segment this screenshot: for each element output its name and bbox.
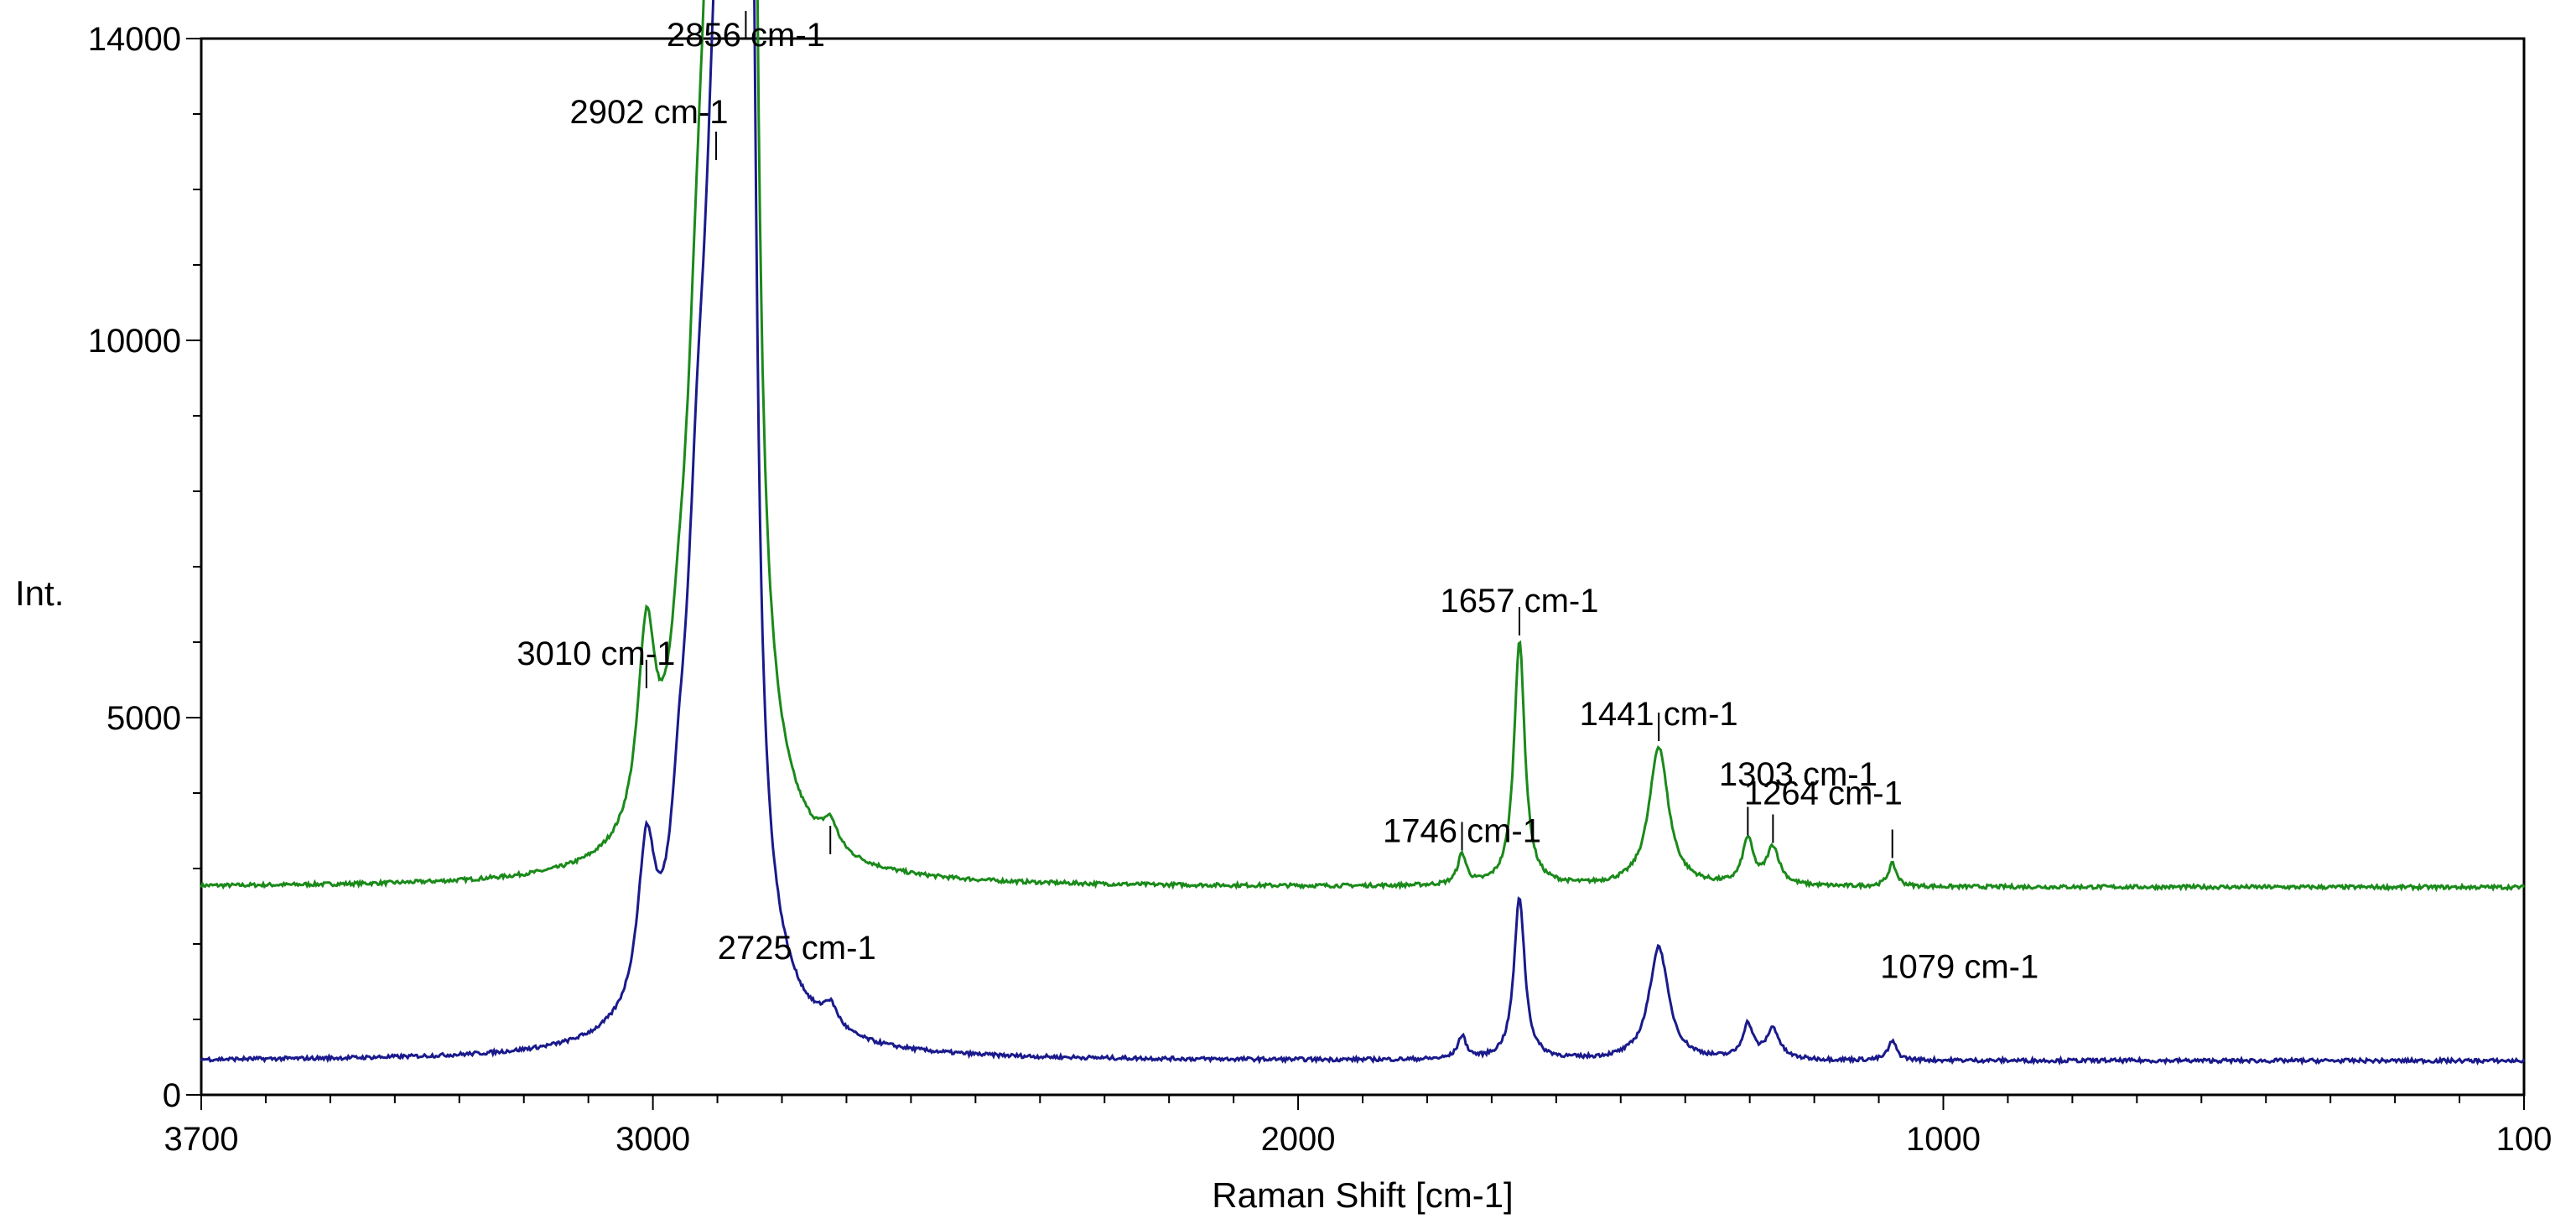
peak-annotation: 1746 cm-1: [1383, 813, 1541, 850]
plot-frame: [200, 37, 2526, 1097]
y-tick-label: 0: [163, 1077, 181, 1114]
x-axis-label: Raman Shift [cm-1]: [1212, 1175, 1513, 1215]
peak-marker-layer: [645, 11, 1893, 858]
x-tick-label: 3700: [164, 1121, 239, 1158]
peak-annotation: 3010 cm-1: [517, 635, 675, 672]
y-tick-label: 14000: [88, 21, 181, 58]
x-axis: 3700 3000 2000 1000 100: [164, 1095, 2553, 1158]
peak-annotation: 1264 cm-1: [1744, 775, 1903, 812]
peak-annotation: 1079 cm-1: [1880, 949, 2038, 986]
peak-annotation: 2902 cm-1: [570, 94, 729, 131]
y-axis-label: Int.: [15, 573, 64, 613]
y-axis: 0 5000 10000 14000: [88, 21, 201, 1114]
series-layer: [200, 0, 2526, 1066]
y-tick-label: 5000: [106, 700, 181, 737]
spectrum-line-1: [200, 0, 2526, 1066]
peak-annotation: 1303 cm-1: [1719, 756, 1877, 793]
y-tick-label: 10000: [88, 323, 181, 360]
x-tick-label: 1000: [1906, 1121, 1981, 1158]
peak-annotation: 1657 cm-1: [1440, 583, 1598, 620]
peak-annotation: 2856 cm-1: [667, 17, 825, 54]
x-tick-label: 2000: [1261, 1121, 1336, 1158]
spectrum-line-0: [200, 0, 2526, 893]
annotation-layer: 2856 cm-1 2902 cm-1 3010 cm-1 1657 cm-1 1441…: [517, 17, 2038, 986]
peak-annotation: 1441 cm-1: [1580, 696, 1738, 733]
x-tick-label: 100: [2496, 1121, 2553, 1158]
peak-annotation: 2725 cm-1: [718, 930, 876, 967]
x-tick-label: 3000: [615, 1121, 690, 1158]
